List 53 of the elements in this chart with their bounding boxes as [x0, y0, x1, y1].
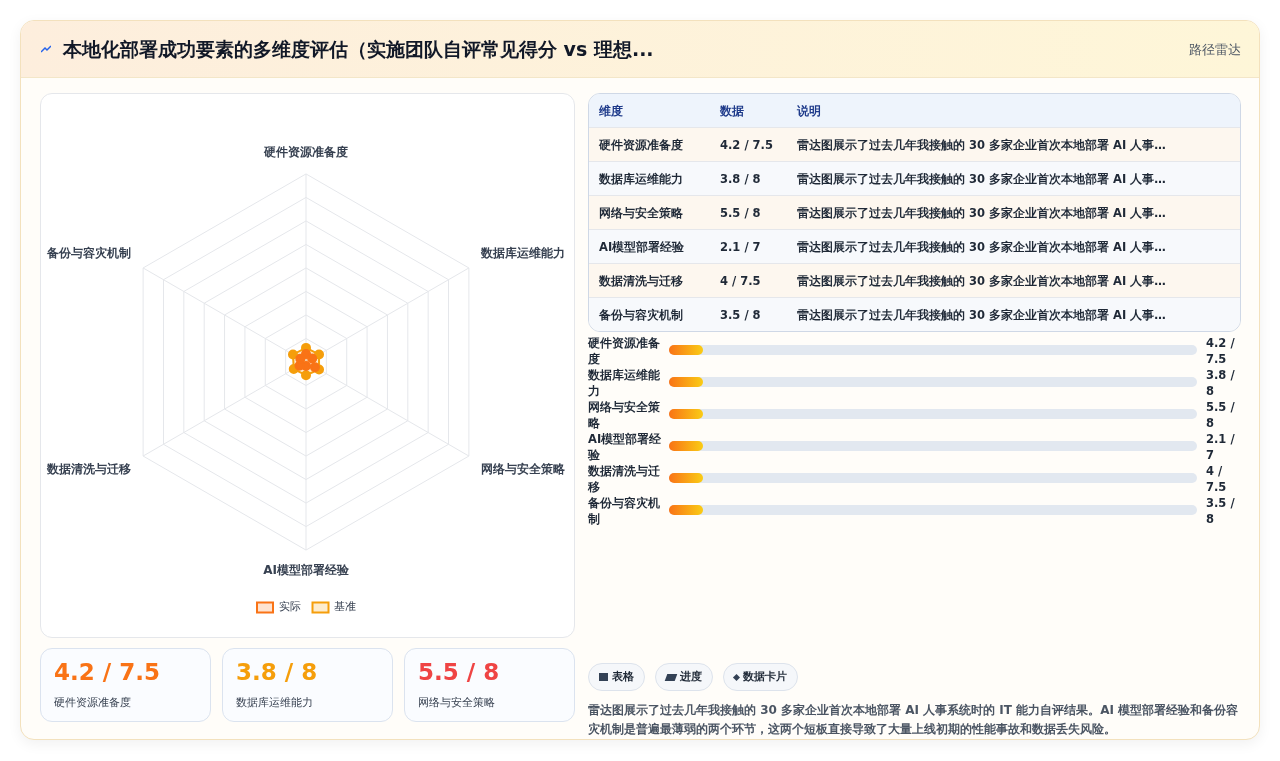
chart-title: 本地化部署成功要素的多维度评估（实施团队自评常见得分 vs 理想... [63, 37, 654, 62]
text: 3.8 / 8 [1206, 368, 1235, 398]
text: 雷达图展示了过去几年我接触的 30 多家企业首次本地部署 AI 人事… [797, 274, 1166, 289]
text: 3.8 / 8 [720, 172, 761, 186]
text: 4.2 / 7.5 [720, 138, 773, 152]
text: 路径雷达 [1189, 41, 1241, 59]
text: 雷达图展示了过去几年我接触的 30 多家企业首次本地部署 AI 人事… [797, 206, 1166, 221]
text: 雷达图展示了过去几年我接触的 30 多家企业首次本地部署 AI 人事… [797, 138, 1166, 153]
text: 5.5 / 8 [1206, 400, 1235, 430]
category-label: AI模型部署经验 [599, 240, 685, 255]
text: 数据 [720, 104, 744, 119]
category-label: 数据库运维能力 [236, 695, 313, 710]
legend-label: 实际 [278, 600, 301, 614]
category-label: 备份与容灾机制 [599, 308, 683, 323]
text: 数据卡片 [743, 670, 787, 683]
text: 雷达图展示了过去几年我接触的 30 多家企业首次本地部署 AI 人事… [797, 240, 1166, 255]
spoke-label: 数据清洗与迁移 [46, 462, 131, 477]
text: 2.1 / 7 [1206, 432, 1235, 462]
text: 雷达图展示了过去几年我接触的 30 多家企业首次本地部署 AI 人事… [797, 172, 1166, 187]
category-label: 网络与安全策略 [588, 400, 660, 430]
text: 4.2 / 7.5 [54, 659, 160, 685]
category-label: 数据清洗与迁移 [588, 464, 660, 494]
text: 雷达图展示了过去几年我接触的 30 多家企业首次本地部署 AI 人事系统时的 IT 能力自评结果。AI 模型部署经验和备份容灾机制是普遍最薄弱的两个环节，这两个短板直接导致了大量上线初期的性能事故和数据丢失风险。 [588, 702, 1240, 738]
text: 维度 [599, 104, 623, 119]
category-label: 硬件资源准备度 [588, 336, 660, 366]
spoke-label: 网络与安全策略 [481, 462, 566, 477]
text: 4 / 7.5 [1206, 464, 1227, 494]
text: 4 / 7.5 [720, 274, 761, 288]
category-label: 硬件资源准备度 [599, 138, 683, 152]
spoke-label: AI模型部署经验 [263, 563, 350, 578]
category-label: AI模型部署经验 [588, 432, 662, 462]
category-label: 数据库运维能力 [599, 172, 683, 186]
legend-label: 基准 [334, 600, 356, 614]
category-label: 数据清洗与迁移 [599, 274, 683, 289]
text: 5.5 / 8 [418, 659, 500, 685]
text: 2.1 / 7 [720, 240, 761, 254]
category-label: 网络与安全策略 [599, 206, 683, 220]
spoke-label: 备份与容灾机制 [46, 245, 131, 260]
text: 表格 [612, 670, 634, 683]
spoke-label: 硬件资源准备度 [263, 144, 348, 159]
category-label: 备份与容灾机制 [588, 496, 660, 526]
spoke-label: 数据库运维能力 [480, 245, 565, 260]
text: 4.2 / 7.5 [1206, 336, 1235, 366]
category-label: 硬件资源准备度 [54, 695, 131, 710]
text: 说明 [797, 104, 821, 119]
text: 3.5 / 8 [1206, 496, 1235, 526]
text: 进度 [680, 670, 702, 683]
text: 5.5 / 8 [720, 206, 761, 220]
text: 3.5 / 8 [720, 308, 761, 322]
category-label: 网络与安全策略 [418, 695, 495, 710]
text: 3.8 / 8 [236, 659, 318, 685]
text: 雷达图展示了过去几年我接触的 30 多家企业首次本地部署 AI 人事… [797, 308, 1166, 323]
category-label: 数据库运维能力 [588, 368, 660, 398]
